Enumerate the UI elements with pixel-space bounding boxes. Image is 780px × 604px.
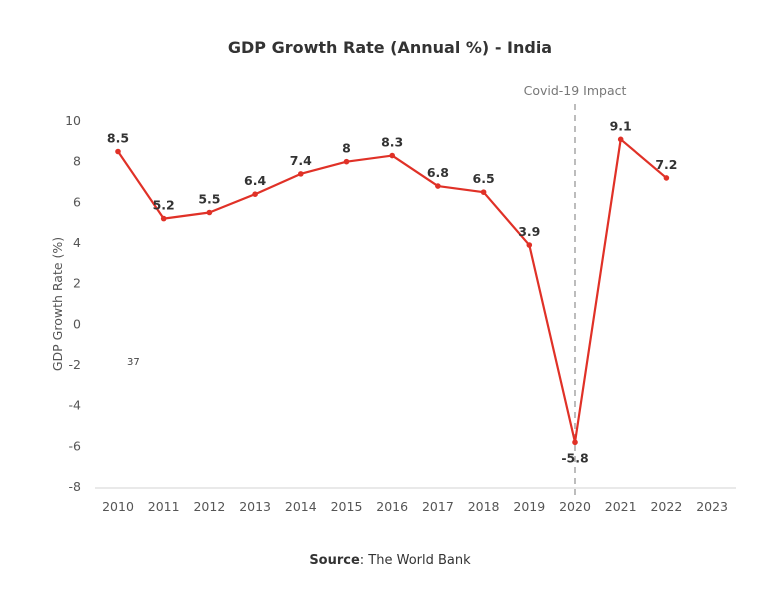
data-label: 8.3 xyxy=(381,135,403,150)
data-point xyxy=(435,183,441,189)
x-tick-label: 2022 xyxy=(650,499,682,514)
data-point xyxy=(617,136,624,143)
x-tick-label: 2021 xyxy=(605,499,637,514)
data-point xyxy=(663,175,670,181)
x-tick-label: 2014 xyxy=(285,499,317,514)
source-note: Source: The World Bank xyxy=(309,553,471,568)
x-tick-label: 2011 xyxy=(148,499,180,514)
data-point xyxy=(160,215,167,222)
data-label: 8 xyxy=(342,141,351,156)
stray-text: 37 xyxy=(127,357,140,368)
y-tick-label: 0 xyxy=(73,316,81,331)
y-tick-label: -6 xyxy=(69,438,82,453)
x-tick-label: 2010 xyxy=(102,499,134,514)
data-label: -5.8 xyxy=(561,450,588,465)
y-tick-label: -4 xyxy=(69,398,82,413)
data-label: 8.5 xyxy=(107,131,129,146)
source-label: Source xyxy=(309,553,360,568)
data-point xyxy=(480,189,487,195)
data-point xyxy=(343,158,350,165)
data-point xyxy=(252,191,258,197)
x-tick-label: 2015 xyxy=(331,499,363,514)
y-tick-label: -2 xyxy=(69,357,81,372)
y-axis-title: GDP Growth Rate (%) xyxy=(50,237,65,371)
x-tick-label: 2023 xyxy=(696,499,728,514)
data-label: 3.9 xyxy=(518,224,540,239)
x-tick-label: 2013 xyxy=(239,499,271,514)
data-label: 7.4 xyxy=(290,153,312,168)
data-point xyxy=(389,152,396,159)
data-point xyxy=(115,148,121,155)
chart-title: GDP Growth Rate (Annual %) - India xyxy=(228,38,552,57)
data-label: 7.2 xyxy=(655,157,677,172)
x-tick-label: 2018 xyxy=(468,499,500,514)
y-tick-label: 10 xyxy=(65,113,81,128)
source-text: : The World Bank xyxy=(360,553,471,568)
data-point xyxy=(526,242,533,248)
x-tick-label: 2017 xyxy=(422,499,454,514)
y-tick-label: 4 xyxy=(73,235,81,250)
x-tick-label: 2019 xyxy=(513,499,545,514)
covid-annotation-label: Covid-19 Impact xyxy=(524,83,627,98)
data-label: 6.4 xyxy=(244,173,266,188)
y-tick-label: 8 xyxy=(73,154,81,169)
data-point xyxy=(298,171,304,177)
gdp-series-line xyxy=(117,138,668,444)
x-tick-label: 2020 xyxy=(559,499,591,514)
data-label: 9.1 xyxy=(610,118,632,133)
data-label: 5.2 xyxy=(153,198,175,213)
data-label: 5.5 xyxy=(198,192,220,207)
data-label: 6.8 xyxy=(427,165,449,180)
x-tick-label: 2016 xyxy=(376,499,408,514)
y-tick-label: 2 xyxy=(73,276,81,291)
data-label: 6.5 xyxy=(473,171,495,186)
data-point xyxy=(572,439,578,446)
x-tick-label: 2012 xyxy=(193,499,225,514)
y-tick-label: -8 xyxy=(69,479,82,494)
data-point xyxy=(206,209,213,216)
y-tick-label: 6 xyxy=(73,194,81,209)
